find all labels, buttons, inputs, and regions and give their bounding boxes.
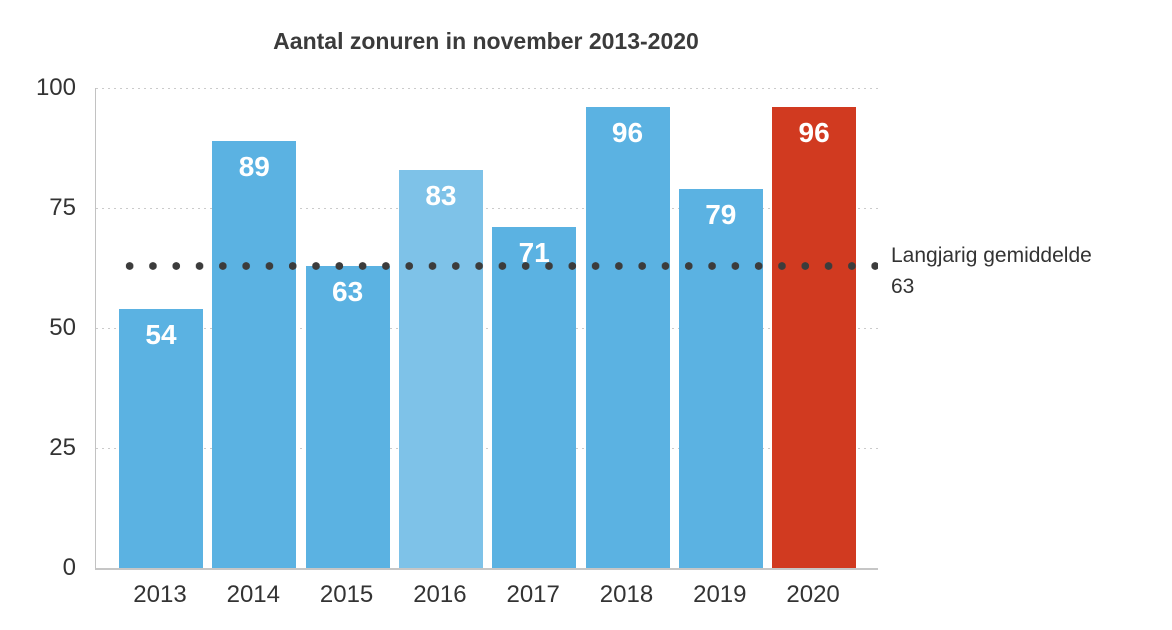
average-line (118, 261, 878, 270)
gridline-50 (96, 328, 878, 329)
x-tick-label-2013: 2013 (133, 581, 187, 608)
bar-2019: 79 (678, 188, 763, 568)
bar-value-label: 79 (705, 198, 737, 230)
bar-value-label: 83 (425, 179, 457, 211)
y-tick-label-0: 0 (62, 554, 76, 581)
plot-area: 54 89 63 83 71 96 79 96 (95, 88, 878, 570)
chart-title: Aantal zonuren in november 2013-2020 (273, 28, 699, 54)
bar-value-label: 63 (332, 275, 364, 307)
bar-2016: 83 (398, 169, 483, 568)
x-tick-label-2018: 2018 (599, 581, 654, 608)
bar-2013: 54 (119, 308, 203, 568)
bar-2014: 89 (212, 140, 297, 568)
average-line-label: Langjarig gemiddelde 63 (891, 240, 1092, 302)
bar-2018: 96 (585, 107, 670, 568)
x-tick-label-2019: 2019 (693, 581, 747, 608)
y-axis: 0 25 50 75 100 (0, 74, 76, 581)
x-tick-label-2015: 2015 (319, 581, 374, 608)
x-tick-label-2017: 2017 (506, 581, 560, 608)
y-tick-label-50: 50 (49, 314, 76, 341)
x-tick-label-2014: 2014 (226, 581, 280, 608)
bar-value-label: 89 (238, 150, 270, 182)
bar-2020: 96 (772, 107, 857, 568)
average-line-label-value: 63 (891, 275, 915, 298)
y-tick-label-75: 75 (49, 194, 76, 221)
y-tick-label-25: 25 (49, 434, 76, 461)
bar-value-label: 54 (145, 318, 177, 350)
y-tick-label-100: 100 (35, 74, 76, 101)
gridline-75 (96, 208, 878, 209)
gridline-25 (96, 448, 878, 449)
average-line-label-text: Langjarig gemiddelde (891, 244, 1092, 267)
x-tick-label-2016: 2016 (413, 581, 467, 608)
bar-2015: 63 (305, 265, 390, 568)
x-tick-label-2020: 2020 (786, 581, 840, 608)
bar-value-label: 96 (798, 117, 830, 149)
bar-value-label: 96 (611, 117, 644, 149)
x-axis: 2013 2014 2015 2016 2017 2018 2019 2020 (95, 581, 877, 613)
bar-2017: 71 (492, 227, 577, 568)
gridline-100 (96, 88, 878, 89)
